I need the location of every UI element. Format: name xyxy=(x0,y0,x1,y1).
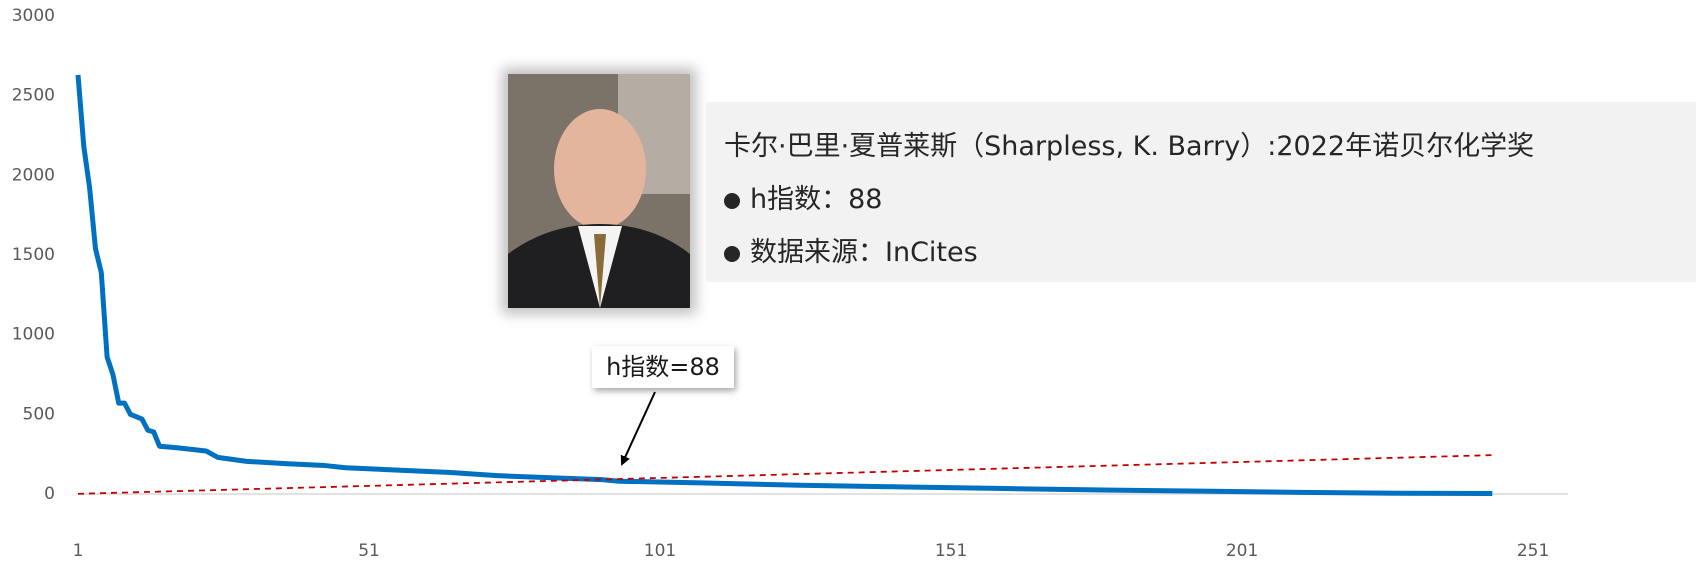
x-tick-label: 151 xyxy=(935,541,967,561)
info-title: 卡尔·巴里·夏普莱斯（Sharpless, K. Barry）:2022年诺贝尔… xyxy=(724,131,1535,162)
bullet-text: h指数：88 xyxy=(750,184,883,215)
y-tick-label: 1000 xyxy=(12,325,55,345)
info-bullet: 数据来源：InCites xyxy=(724,230,978,269)
x-tick-label: 251 xyxy=(1517,541,1549,561)
y-tick-label: 2000 xyxy=(12,165,55,185)
x-tick-label: 1 xyxy=(73,541,84,561)
y-tick-label: 2500 xyxy=(12,86,55,106)
info-panel: 卡尔·巴里·夏普莱斯（Sharpless, K. Barry）:2022年诺贝尔… xyxy=(706,102,1696,282)
citation-line xyxy=(75,74,1493,497)
h-index-line xyxy=(77,454,1493,495)
bullet-text: 数据来源：InCites xyxy=(750,237,978,268)
y-tick-label: 3000 xyxy=(12,6,55,26)
x-tick-label: 101 xyxy=(644,541,676,561)
info-bullet: h指数：88 xyxy=(724,177,882,216)
portrait-photo xyxy=(508,74,690,308)
portrait-drawing xyxy=(508,74,690,308)
y-tick-label: 1500 xyxy=(12,245,55,265)
x-tick-label: 51 xyxy=(358,541,380,561)
x-tick-label: 201 xyxy=(1226,541,1258,561)
y-tick-label: 500 xyxy=(23,404,55,424)
annotation: h指数=88 xyxy=(592,346,734,388)
annotation-arrow xyxy=(620,391,656,466)
y-tick-label: 0 xyxy=(44,484,55,504)
